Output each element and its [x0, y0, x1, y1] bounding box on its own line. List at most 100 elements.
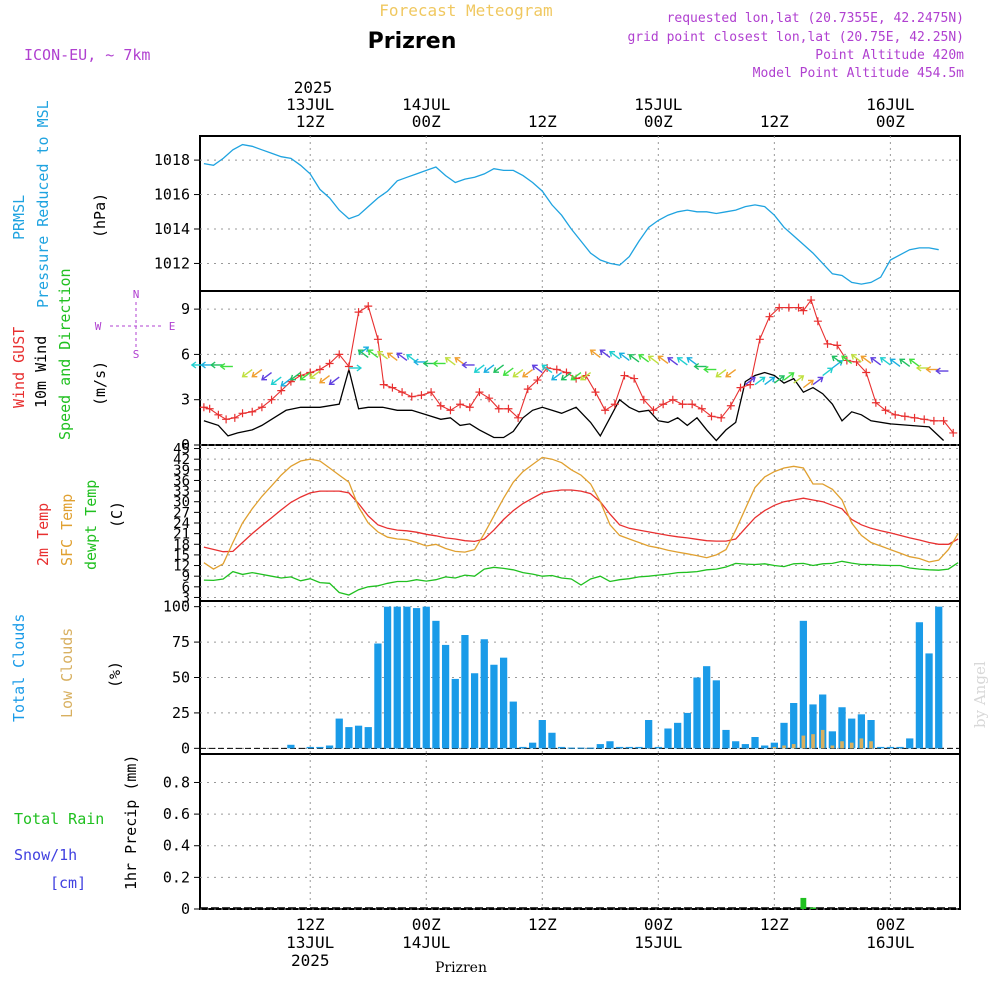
wind-arrow: [773, 375, 785, 384]
y-tick-label: 1016: [154, 186, 190, 204]
wind-arrow: [802, 379, 814, 389]
hpa-unit-label: (hPa): [91, 193, 109, 238]
temperature-series: [203, 456, 959, 596]
wind-gust-marker: [601, 406, 610, 415]
wind-arrow: [744, 376, 756, 386]
y-tick-label: 21: [173, 527, 190, 543]
low-clouds-bar: [791, 744, 796, 749]
top-hour-label: 00Z: [412, 112, 441, 131]
wind-arrow: [329, 376, 340, 385]
top-hour-label: 12Z: [528, 112, 557, 131]
total-clouds-bar: [664, 728, 672, 749]
total-clouds-bar: [383, 606, 392, 749]
wind-gust-marker: [388, 383, 397, 392]
wind-arrow: [532, 364, 543, 374]
y-tick-label: 45: [173, 442, 190, 458]
y-tick-label: 27: [173, 505, 190, 521]
wind-gust-marker: [591, 388, 600, 397]
wind-gust-marker: [214, 410, 223, 419]
total-clouds-bar: [819, 694, 827, 749]
total-clouds-bar: [587, 747, 595, 749]
wind-arrow-head: [386, 352, 393, 359]
wind-gust-marker: [707, 412, 716, 421]
wind-arrow-head: [522, 371, 528, 378]
total-clouds-bar: [412, 608, 421, 749]
wind-arrow-head: [879, 357, 886, 363]
y-tick-label: 18: [173, 537, 190, 553]
forecast-title: Forecast Meteogram: [379, 1, 552, 20]
y-tick-label: 9: [182, 569, 190, 585]
top-date-label: 14JUL: [402, 95, 450, 114]
y-tick-label: 6: [182, 580, 190, 596]
wind-arrow: [841, 355, 853, 365]
wind-arrow-head: [769, 376, 776, 383]
gridpoint-coords: grid point closest lon,lat (20.75E, 42.2…: [627, 30, 964, 45]
y-tick-label: 6: [181, 345, 190, 363]
total-clouds-bar: [693, 677, 701, 749]
point-altitude: Point Altitude 420m: [815, 48, 964, 63]
wind-arrow-head: [241, 371, 248, 378]
total-clouds-bar: [374, 643, 382, 749]
wind-arrow-head: [693, 362, 700, 371]
top-date-label: 16JUL: [866, 95, 914, 114]
wind-arrow-head: [210, 361, 216, 369]
celsius-unit-label: (C): [108, 501, 126, 528]
wind-arrow: [715, 368, 727, 378]
y-tick-labels: 1012101410161018036936912151821242730333…: [154, 151, 200, 918]
wind-arrow-head: [309, 373, 316, 379]
dewpt-temp-line: [203, 560, 959, 596]
wind-arrow: [851, 354, 862, 363]
wind-gust-marker: [799, 306, 808, 315]
wind-gust-marker: [862, 368, 871, 377]
wind-arrow: [367, 349, 379, 358]
pressure-panel-frame: [199, 135, 961, 292]
wind-arrow-head: [580, 374, 586, 381]
y-tick-label: 1018: [154, 151, 190, 169]
total-clouds-bar: [867, 720, 875, 749]
low-clouds-bar: [820, 729, 825, 749]
total-clouds-bar: [403, 606, 411, 749]
total-clouds-bar: [857, 714, 865, 749]
wind-gust-marker: [222, 415, 231, 424]
rain-bar: [800, 897, 807, 909]
wind-arrow: [890, 358, 901, 368]
y-tick-label: 0: [181, 739, 190, 757]
y-tick-label: 1014: [154, 220, 190, 238]
bottom-hour-label: 12Z: [528, 915, 557, 934]
wind-gust-marker: [881, 406, 890, 415]
total-clouds-bar: [499, 657, 508, 749]
wind-gust-marker: [726, 401, 735, 410]
wind-gust-marker: [949, 428, 958, 437]
wind-arrow-head: [328, 379, 335, 385]
wind-gust-marker: [891, 410, 900, 419]
total-clouds-bar: [548, 732, 556, 749]
speed-direction-label: Speed and Direction: [56, 268, 74, 440]
total-clouds-bar: [935, 606, 943, 749]
wind-arrow: [271, 376, 282, 385]
wind-panel-frame: [199, 290, 961, 446]
wind-gust-marker: [199, 403, 208, 412]
y-tick-label: 0.4: [163, 837, 190, 855]
y-tick-label: 3: [182, 590, 190, 606]
pressure-msl-label: Pressure Reduced to MSL: [34, 100, 52, 308]
wind-gust-marker: [833, 341, 842, 350]
wind-arrow: [832, 355, 843, 365]
wind-gust-marker: [465, 403, 474, 412]
wind-gust-marker: [354, 308, 363, 317]
wind-arrow: [522, 368, 534, 378]
wind-arrow: [667, 357, 679, 366]
compass-s: S: [133, 348, 140, 361]
wind-arrow: [648, 355, 659, 365]
low-clouds-bar: [801, 735, 806, 749]
dewpt-label: dewpt Temp: [82, 480, 100, 570]
wind-gust-marker: [446, 406, 455, 415]
wind-arrow: [677, 357, 688, 366]
low-clouds-bar: [830, 745, 835, 749]
y-tick-label: 42: [173, 452, 190, 468]
wind-arrow-head: [270, 379, 277, 385]
y-tick-label: 36: [173, 473, 190, 489]
low-clouds-bar: [782, 745, 786, 749]
total-clouds-bar: [732, 741, 740, 749]
ms-unit-label: (m/s): [91, 361, 109, 406]
